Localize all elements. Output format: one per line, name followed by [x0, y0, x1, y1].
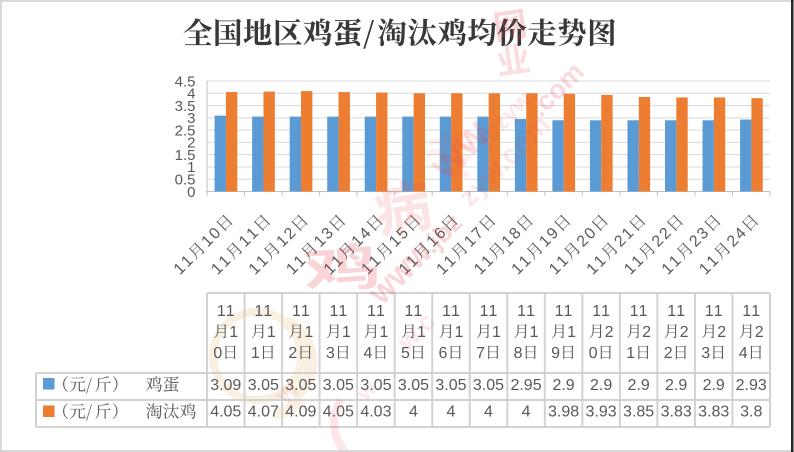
svg-text:4.5: 4.5: [175, 73, 196, 90]
svg-text:4.05: 4.05: [323, 404, 354, 421]
svg-text:3.85: 3.85: [623, 404, 654, 421]
svg-text:4: 4: [522, 404, 531, 421]
svg-text:3.05: 3.05: [323, 377, 354, 394]
svg-text:2.9: 2.9: [590, 377, 612, 394]
svg-text:3.93: 3.93: [586, 404, 617, 421]
svg-text:4.05: 4.05: [210, 404, 241, 421]
svg-text:3.05: 3.05: [435, 377, 466, 394]
svg-text:4: 4: [409, 404, 418, 421]
svg-text:3.05: 3.05: [248, 377, 279, 394]
svg-text:2: 2: [187, 135, 195, 152]
svg-text:2.9: 2.9: [703, 377, 725, 394]
svg-text:2.9: 2.9: [665, 377, 687, 394]
svg-text:3.8: 3.8: [740, 404, 762, 421]
svg-text:3.05: 3.05: [285, 377, 316, 394]
svg-text:4.09: 4.09: [285, 404, 316, 421]
svg-text:3.05: 3.05: [473, 377, 504, 394]
svg-text:4.03: 4.03: [360, 404, 391, 421]
svg-text:4: 4: [187, 86, 195, 103]
svg-text:3.83: 3.83: [661, 404, 692, 421]
svg-text:2.95: 2.95: [510, 377, 541, 394]
svg-text:3.09: 3.09: [210, 377, 241, 394]
svg-text:1: 1: [187, 159, 195, 176]
svg-text:3.83: 3.83: [698, 404, 729, 421]
svg-text:2.9: 2.9: [628, 377, 650, 394]
svg-text:2.9: 2.9: [552, 377, 574, 394]
svg-text:3.05: 3.05: [398, 377, 429, 394]
svg-text:3: 3: [187, 110, 195, 127]
svg-text:0.5: 0.5: [175, 172, 196, 189]
svg-text:2.93: 2.93: [736, 377, 767, 394]
svg-text:4.07: 4.07: [248, 404, 279, 421]
svg-text:3.98: 3.98: [548, 404, 579, 421]
svg-text:0: 0: [187, 184, 195, 201]
svg-text:3.05: 3.05: [360, 377, 391, 394]
svg-text:1.5: 1.5: [175, 147, 196, 164]
svg-text:4: 4: [484, 404, 493, 421]
svg-text:3.5: 3.5: [175, 98, 196, 115]
svg-text:4: 4: [447, 404, 456, 421]
svg-text:2.5: 2.5: [175, 122, 196, 139]
